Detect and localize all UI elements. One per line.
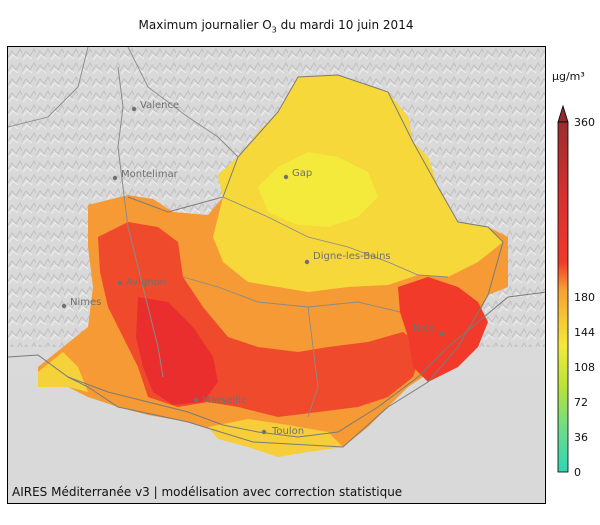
svg-text:Digne-les-Bains: Digne-les-Bains: [313, 251, 391, 262]
svg-text:Marseille: Marseille: [202, 395, 247, 406]
map-canvas: Valence Montelimar Gap Digne-les-Bains N…: [8, 47, 545, 503]
colorbar-tick-72: 72: [574, 396, 588, 409]
colorbar-tick-144: 144: [574, 326, 595, 339]
ozone-zone-coast-yellow: [38, 352, 88, 392]
model-credit: AIRES Méditerranée v3 | modélisation ave…: [12, 485, 403, 499]
department-border-1: [222, 196, 449, 278]
city-gap: Gap: [283, 168, 312, 180]
department-border-3: [307, 306, 319, 418]
ozone-zone-red-east: [398, 277, 488, 382]
city-montelimar: Montelimar: [112, 169, 179, 181]
outer-border-west: [8, 47, 89, 128]
colorbar-unit: µg/m³: [552, 70, 585, 83]
svg-text:Avignon: Avignon: [126, 277, 166, 288]
map-title: Maximum journalier O3 du mardi 10 juin 2…: [138, 18, 414, 35]
city-toulon: Toulon: [261, 426, 304, 437]
svg-text:Gap: Gap: [292, 168, 312, 179]
svg-text:Toulon: Toulon: [271, 426, 304, 437]
region-border: [67, 74, 504, 448]
svg-text:Montelimar: Montelimar: [121, 169, 179, 180]
colorbar-arrow: [557, 104, 569, 123]
colorbar-gradient: [557, 121, 569, 473]
svg-text:Nice: Nice: [413, 323, 435, 334]
colorbar-tick-180: 180: [574, 291, 595, 304]
colorbar-tick-0: 0: [574, 466, 581, 479]
colorbar: 360 180 144 108 72 36 0: [552, 100, 600, 484]
city-valence: Valence: [131, 100, 179, 112]
colorbar-tick-108: 108: [574, 361, 595, 374]
coastline: [8, 291, 545, 438]
svg-text:Nimes: Nimes: [70, 297, 101, 308]
city-nice: Nice: [413, 323, 445, 337]
colorbar-tick-36: 36: [574, 431, 588, 444]
river-rhone: [117, 66, 164, 378]
svg-text:Valence: Valence: [140, 100, 179, 111]
department-border-2: [182, 276, 401, 313]
city-digne: Digne-les-Bains: [304, 251, 391, 265]
ozone-map: Valence Montelimar Gap Digne-les-Bains N…: [7, 46, 546, 504]
outer-border-north: [127, 47, 239, 158]
ozone-zone-light-yellow: [258, 152, 378, 227]
city-avignon: Avignon: [117, 277, 166, 288]
city-nimes: Nimes: [61, 297, 101, 309]
city-marseille: Marseille: [193, 395, 247, 406]
colorbar-ticks: 360 180 144 108 72 36 0: [574, 116, 595, 479]
colorbar-tick-360: 360: [574, 116, 595, 129]
ozone-zone-dark-red: [136, 297, 218, 405]
colorbar-svg: 360 180 144 108 72 36 0: [557, 104, 595, 479]
